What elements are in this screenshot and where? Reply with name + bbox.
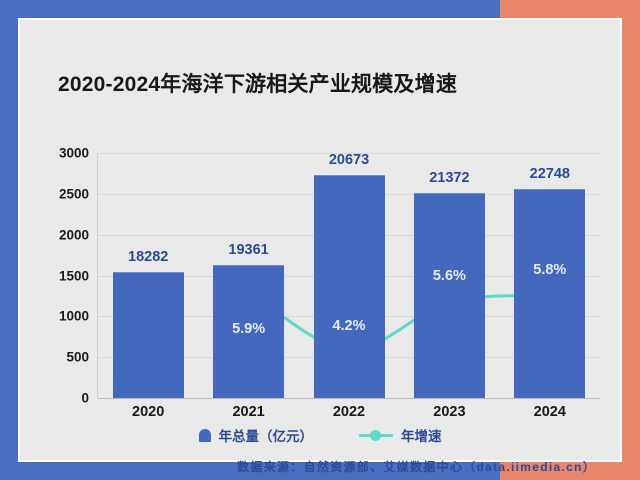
bar-2020[interactable] bbox=[112, 272, 184, 398]
y-axis-tick-label: 0 bbox=[81, 390, 89, 406]
bar-value-label-2023: 21372 bbox=[429, 169, 470, 186]
x-axis-tick-label-2024: 2024 bbox=[533, 404, 566, 420]
source-note: 数据来源：自然资源部、艾媒数据中心（data.iimedia.cn） bbox=[237, 460, 596, 474]
decor-band-orange-bottom bbox=[500, 462, 640, 480]
chart-title: 2020-2024年海洋下游相关产业规模及增速 bbox=[58, 73, 458, 96]
bar-value-label-2022: 20673 bbox=[328, 151, 370, 168]
growth-rate-label-2023: 5.6% bbox=[432, 268, 466, 285]
decor-band-blue-left bbox=[0, 0, 18, 462]
decor-band-orange-top bbox=[500, 0, 640, 18]
bar-value-label-2021: 19361 bbox=[228, 241, 269, 258]
bar-value-label-2020: 18282 bbox=[128, 249, 169, 266]
y-axis-tick-label: 1000 bbox=[58, 308, 89, 324]
decor-band-blue-bottom bbox=[0, 462, 500, 480]
chart-card: 2020-2024年海洋下游相关产业规模及增速 0 500 1000 1500 2000… bbox=[20, 20, 620, 474]
x-axis-tick-label-2020: 2020 bbox=[132, 404, 165, 420]
bar-2021[interactable] bbox=[213, 264, 285, 398]
decor-band-blue-top bbox=[0, 0, 500, 18]
y-axis-tick-label: 2000 bbox=[58, 227, 89, 243]
bar-swatch-icon bbox=[198, 428, 211, 442]
growth-rate-label-2022: 4.2% bbox=[332, 317, 366, 334]
y-axis-tick-label: 2500 bbox=[58, 186, 89, 202]
growth-rate-label-2021: 5.9% bbox=[232, 321, 266, 338]
y-axis-line bbox=[97, 153, 98, 398]
bar-2022[interactable] bbox=[313, 174, 385, 398]
decor-band-orange-right bbox=[622, 0, 640, 480]
plot-area: 0 500 1000 1500 2000 2500 3000 18282 2020 19361 20… bbox=[59, 146, 600, 420]
legend-item-total[interactable]: 年总量（亿元） bbox=[198, 425, 314, 445]
chart-legend: 年总量（亿元） 年增速 bbox=[20, 425, 620, 445]
y-axis-tick-label: 500 bbox=[66, 349, 89, 365]
x-axis-tick-label-2023: 2023 bbox=[433, 404, 466, 420]
growth-rate-line bbox=[247, 289, 552, 352]
legend-label-growth: 年增速 bbox=[401, 429, 442, 444]
line-dot-icon bbox=[359, 429, 393, 441]
x-axis-tick-label-2022: 2022 bbox=[332, 404, 366, 420]
gridline bbox=[98, 153, 600, 154]
bar-2024[interactable] bbox=[514, 188, 586, 398]
x-axis-tick-label-2021: 2021 bbox=[232, 404, 265, 420]
gridline bbox=[98, 398, 600, 399]
growth-rate-label-2024: 5.8% bbox=[533, 261, 567, 278]
bar-2023[interactable] bbox=[413, 192, 485, 398]
legend-item-growth[interactable]: 年增速 bbox=[359, 425, 442, 445]
bar-value-label-2024: 22748 bbox=[529, 165, 570, 182]
y-axis-tick-label: 1500 bbox=[58, 268, 89, 283]
legend-label-total: 年总量（亿元） bbox=[218, 429, 314, 444]
y-axis-tick-label: 3000 bbox=[58, 145, 89, 161]
